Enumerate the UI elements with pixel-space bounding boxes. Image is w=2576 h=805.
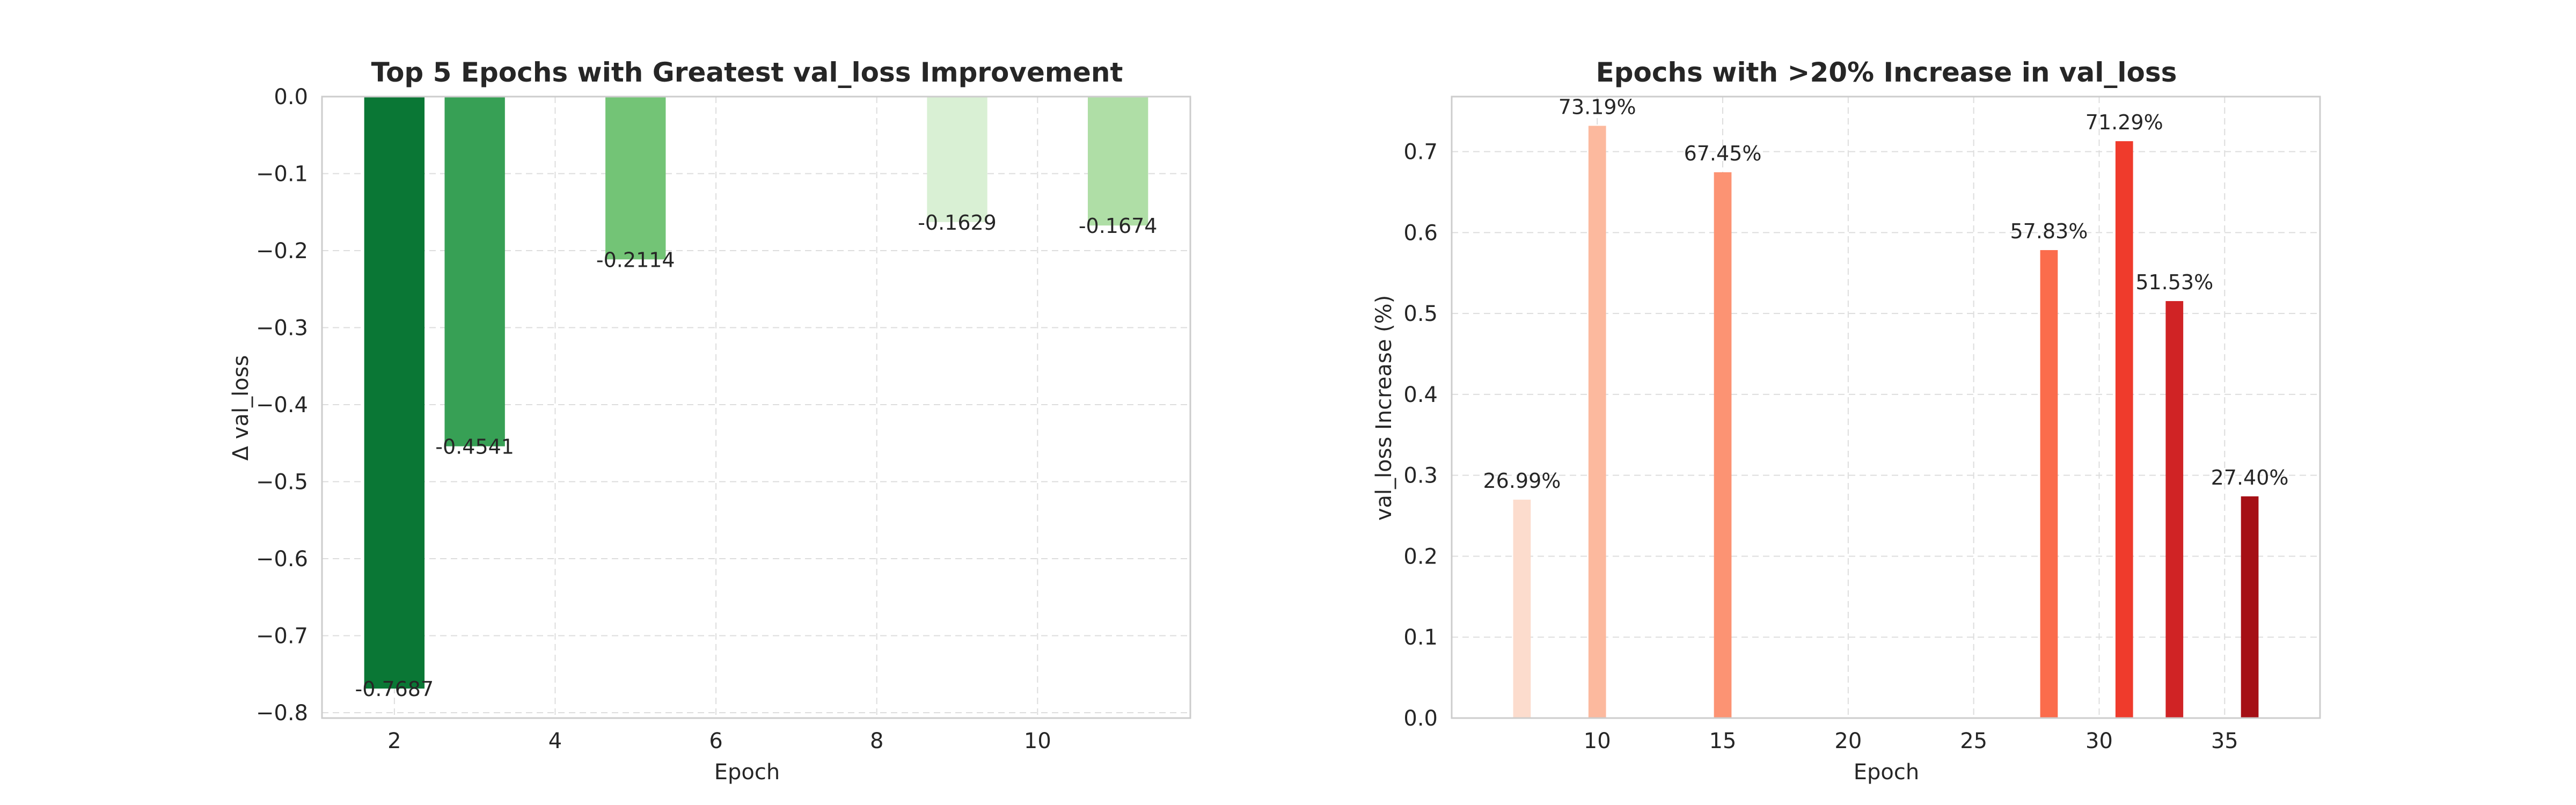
value-label: 73.19%: [1558, 95, 1636, 119]
y-tick-label: 0.0: [274, 85, 308, 109]
value-label: 51.53%: [2135, 270, 2213, 294]
improvement-chart: Top 5 Epochs with Greatest val_loss Impr…: [229, 57, 1191, 785]
bar: [1513, 500, 1531, 718]
y-tick-label: −0.6: [256, 547, 308, 572]
y-tick-label: −0.2: [256, 239, 308, 264]
value-label: -0.1629: [918, 211, 997, 235]
y-tick-label: −0.5: [256, 470, 308, 494]
y-axis-label: val_loss Increase (%): [1372, 295, 1396, 521]
bar: [1588, 126, 1606, 719]
y-tick-label: −0.1: [256, 162, 308, 186]
bar: [605, 97, 666, 260]
bar: [2165, 301, 2184, 718]
bar: [2241, 496, 2259, 718]
x-tick-label: 30: [2085, 729, 2113, 753]
value-label: 27.40%: [2211, 466, 2289, 489]
grid: [1452, 97, 2320, 719]
value-label: -0.2114: [596, 248, 675, 272]
x-tick-label: 6: [709, 729, 722, 753]
bar: [927, 97, 987, 222]
plot-frame: [321, 96, 1191, 719]
x-tick-label: 10: [1024, 729, 1051, 753]
bar: [444, 97, 505, 447]
x-tick-label: 15: [1709, 729, 1737, 753]
y-tick-label: 0.2: [1403, 544, 1438, 569]
x-tick-label: 20: [1834, 729, 1862, 753]
bar: [1714, 172, 1732, 718]
value-label: -0.1674: [1079, 214, 1158, 238]
y-tick-label: −0.7: [256, 624, 308, 648]
x-tick-label: 10: [1584, 729, 1611, 753]
chart-title: Top 5 Epochs with Greatest val_loss Impr…: [371, 57, 1123, 88]
bar: [364, 97, 425, 689]
x-axis-label: Epoch: [714, 760, 780, 785]
bar: [2040, 250, 2058, 718]
y-tick-label: 0.3: [1403, 464, 1438, 488]
y-tick-label: −0.8: [256, 701, 308, 726]
value-label: -0.7687: [355, 677, 434, 701]
chart-title: Epochs with >20% Increase in val_loss: [1596, 57, 2177, 88]
x-axis-label: Epoch: [1854, 760, 1919, 785]
x-tick-label: 2: [387, 729, 401, 753]
y-tick-label: −0.3: [256, 316, 308, 340]
plot-frame: [1451, 96, 2321, 719]
value-label: -0.4541: [435, 435, 514, 459]
x-tick-label: 4: [548, 729, 562, 753]
bar: [2115, 141, 2133, 719]
x-tick-label: 25: [1960, 729, 1987, 753]
x-tick-label: 35: [2211, 729, 2238, 753]
y-tick-label: 0.4: [1403, 383, 1438, 407]
increase-chart: Epochs with >20% Increase in val_loss Ep…: [1372, 57, 2321, 785]
x-tick-label: 8: [870, 729, 883, 753]
value-label: 67.45%: [1684, 142, 1762, 165]
bars: [1513, 126, 2259, 719]
value-label: 57.83%: [2010, 219, 2088, 243]
bar: [1087, 97, 1148, 226]
y-tick-label: 0.1: [1403, 625, 1438, 650]
y-tick-label: 0.6: [1403, 221, 1438, 245]
y-tick-label: 0.0: [1403, 706, 1438, 731]
y-tick-label: 0.5: [1403, 302, 1438, 326]
y-tick-label: −0.4: [256, 393, 308, 418]
value-label: 26.99%: [1483, 469, 1561, 493]
bars: [364, 97, 1148, 689]
y-axis-label: Δ val_loss: [229, 355, 253, 461]
y-tick-label: 0.7: [1403, 140, 1438, 165]
value-label: 71.29%: [2085, 111, 2163, 134]
